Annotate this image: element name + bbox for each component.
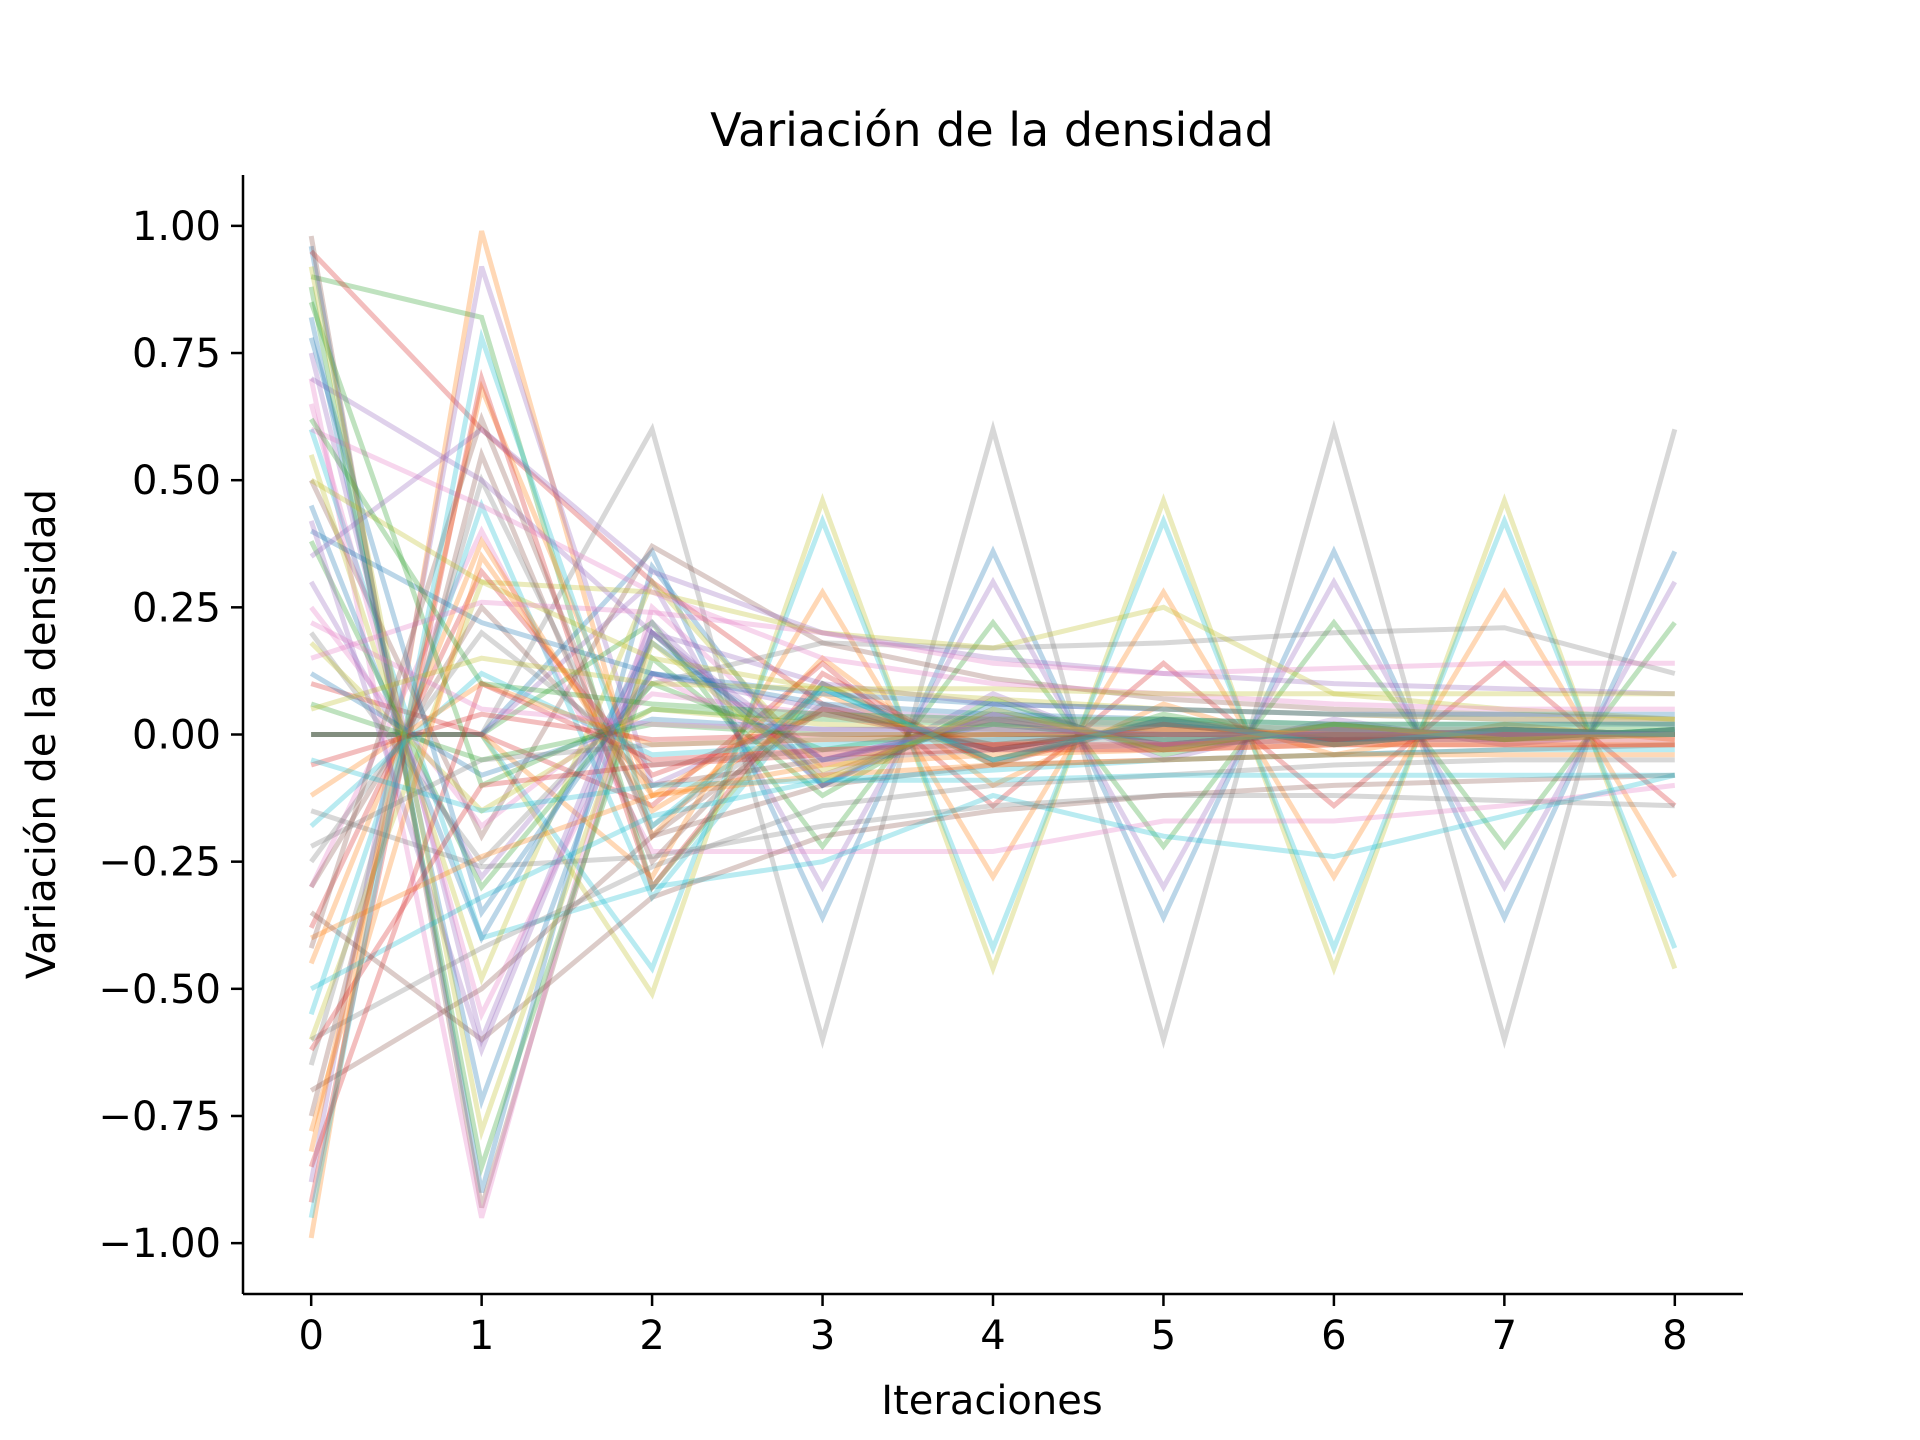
- series-line: [308, 680, 1675, 1168]
- series-line: [309, 772, 1675, 1043]
- y-tick-label: 0.25: [132, 585, 221, 631]
- x-tick-label: 7: [1492, 1313, 1517, 1359]
- series-line: [310, 701, 1675, 763]
- series-line: [310, 660, 1677, 809]
- series-line: [311, 514, 1678, 974]
- series-line: [308, 520, 1675, 1058]
- x-tick-label: 3: [810, 1313, 835, 1359]
- y-tick-label: 1.00: [132, 204, 221, 250]
- series-line: [310, 599, 1675, 677]
- series-line: [308, 230, 1676, 1239]
- series-line: [310, 620, 1675, 737]
- series-line: [308, 579, 1675, 1041]
- y-tick-label: 0.50: [132, 458, 221, 504]
- x-tick-label: 8: [1662, 1313, 1687, 1359]
- x-tick-label: 4: [980, 1313, 1005, 1359]
- series-line: [309, 671, 1675, 778]
- series-line: [310, 752, 1675, 941]
- series-line: [308, 301, 1675, 789]
- series-line: [310, 711, 1675, 768]
- y-tick-label: −1.00: [98, 1221, 221, 1267]
- series-line: [310, 757, 1675, 814]
- y-tick-label: −0.50: [98, 967, 221, 1013]
- series-line: [308, 328, 1675, 1219]
- series-line: [308, 473, 1675, 1066]
- series-line: [309, 417, 1675, 727]
- x-tick-label: 2: [639, 1313, 664, 1359]
- series-line: [308, 550, 1675, 1132]
- series-line: [310, 747, 1675, 992]
- x-ticks: 0 1 2 3 4 5 6 7 8: [298, 1294, 1688, 1359]
- series-line: [310, 757, 1675, 1042]
- series-line: [308, 428, 1676, 942]
- x-tick-label: 5: [1151, 1313, 1176, 1359]
- series-line: [311, 618, 1677, 851]
- x-axis-label: Iteraciones: [881, 1378, 1102, 1424]
- series-line: [311, 420, 1678, 1049]
- series-line: [308, 245, 1675, 1193]
- series-line: [310, 528, 1675, 717]
- series-line: [309, 580, 1675, 882]
- series-line: [309, 742, 1675, 1093]
- series-line: [308, 352, 1676, 1048]
- y-tick-label: 0.00: [132, 713, 221, 759]
- series-line: [308, 286, 1675, 1177]
- series-line: [310, 655, 1675, 712]
- series-line: [308, 479, 1675, 842]
- x-tick-label: 0: [298, 1313, 323, 1359]
- series-line: [308, 504, 1675, 944]
- series-line: [308, 446, 1675, 1117]
- series-line: [308, 411, 1675, 949]
- series-line: [308, 403, 1675, 1022]
- series-line: [308, 265, 1675, 1183]
- series-line: [309, 742, 1675, 1052]
- y-tick-label: −0.75: [98, 1094, 221, 1140]
- series-line: [310, 274, 1675, 893]
- series-line: [309, 605, 1675, 830]
- series-line: [311, 545, 1678, 924]
- chart-title: Variación de la densidad: [710, 103, 1274, 157]
- y-axis-label: Variación de la densidad: [19, 489, 65, 979]
- series-line: [308, 525, 1676, 889]
- series-line: [309, 680, 1675, 798]
- series-line: [308, 567, 1675, 929]
- y-tick-label: −0.25: [98, 840, 221, 886]
- series-line: [309, 376, 1675, 727]
- series-line: [309, 249, 1675, 753]
- series-line: [309, 670, 1675, 828]
- series-line: [311, 587, 1677, 882]
- series-line: [309, 625, 1676, 866]
- series-line: [309, 426, 1675, 697]
- series-line: [308, 316, 1675, 1110]
- x-tick-label: 1: [469, 1313, 494, 1359]
- series-line: [309, 603, 1675, 889]
- series-line: [311, 493, 1678, 1000]
- series-line: [308, 266, 1675, 1141]
- series-line: [311, 576, 1677, 893]
- series-line: [308, 368, 1675, 1203]
- series-line: [310, 427, 1675, 712]
- series-line: [309, 478, 1675, 722]
- series-line: [310, 732, 1675, 849]
- series-line: [308, 378, 1675, 1219]
- series-line: [308, 337, 1675, 919]
- y-tick-label: 0.75: [132, 331, 221, 377]
- y-ticks: 1.00 0.75 0.50 0.25 0.00 −0.25 −0.50 −0.75 −1.00: [98, 204, 243, 1267]
- series-line: [309, 641, 1675, 814]
- series-line: [308, 380, 1675, 1153]
- series-line: [309, 629, 1675, 864]
- series-line: [308, 540, 1675, 892]
- series-line: [308, 454, 1675, 986]
- series-line: [308, 498, 1675, 1016]
- series-line: [308, 535, 1675, 965]
- series-line: [308, 235, 1675, 1209]
- series-lines: [308, 230, 1678, 1239]
- series-line: [310, 793, 1675, 870]
- x-tick-label: 6: [1321, 1313, 1346, 1359]
